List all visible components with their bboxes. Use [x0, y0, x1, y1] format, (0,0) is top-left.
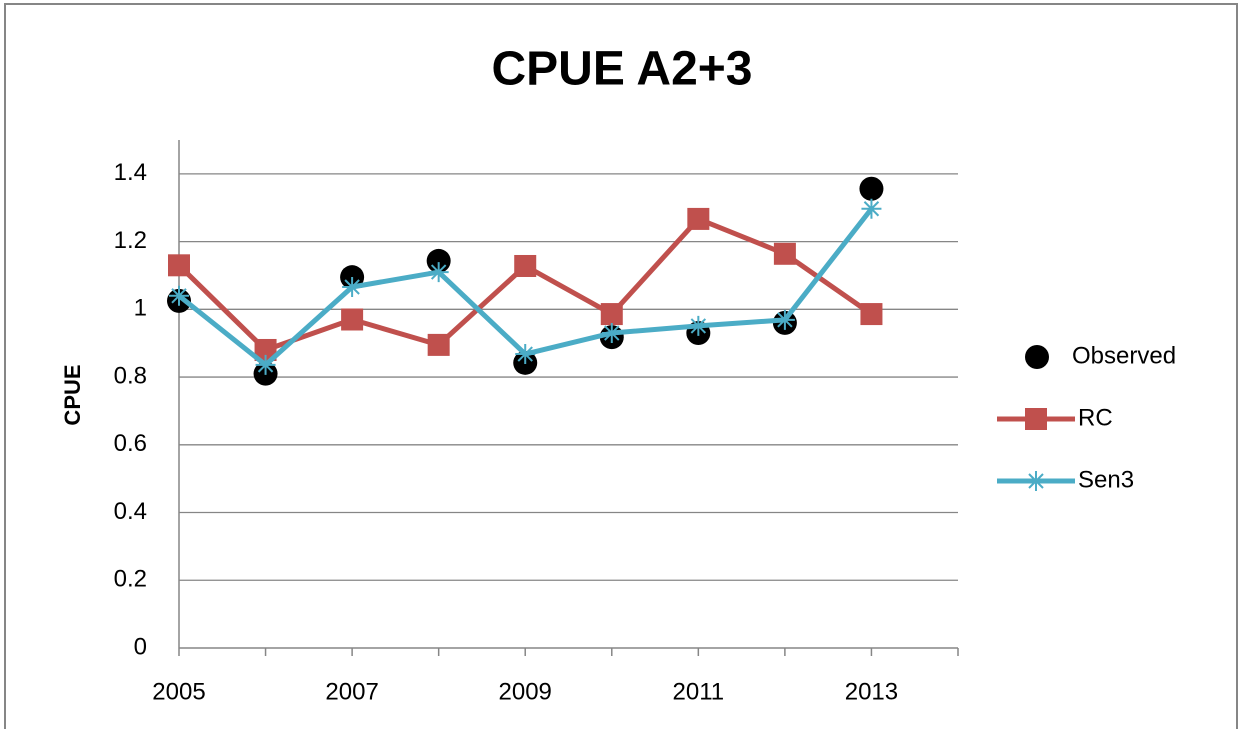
y-tick-label: 1.2 [114, 227, 147, 254]
y-tick-label: 0.4 [114, 498, 147, 525]
legend-label: Sen3 [1078, 466, 1134, 493]
marker [342, 276, 363, 297]
x-tick-label: 2007 [325, 678, 378, 705]
y-tick-label: 0.2 [114, 566, 147, 593]
marker [427, 333, 450, 356]
marker [169, 285, 189, 306]
marker [600, 303, 623, 326]
marker [774, 309, 795, 330]
y-tick-label: 1.4 [114, 159, 147, 186]
chart-title: CPUE A2+3 [492, 43, 753, 96]
x-tick-label: 2013 [845, 678, 898, 705]
marker [428, 262, 449, 283]
legend-marker [1025, 408, 1047, 430]
marker [515, 344, 536, 365]
marker [687, 207, 710, 230]
y-tick-label: 0.6 [114, 430, 147, 457]
marker [773, 242, 796, 265]
marker [861, 198, 882, 219]
legend-marker [1025, 345, 1049, 369]
y-axis-label: CPUE [60, 364, 85, 425]
marker [860, 303, 883, 326]
marker [688, 315, 709, 336]
marker [514, 254, 537, 277]
legend-marker [1026, 471, 1046, 491]
y-tick-label: 0 [134, 633, 147, 660]
marker [254, 338, 277, 361]
legend-label: Observed [1072, 342, 1176, 369]
marker [859, 176, 884, 201]
y-tick-label: 0.8 [114, 362, 147, 389]
x-tick-label: 2005 [152, 678, 205, 705]
marker [341, 308, 364, 331]
x-tick-label: 2009 [499, 678, 552, 705]
x-tick-label: 2011 [673, 678, 725, 705]
chart-border [4, 3, 1238, 729]
marker [601, 323, 622, 344]
legend-label: RC [1078, 404, 1113, 431]
marker [168, 254, 190, 277]
y-tick-label: 1 [134, 295, 147, 322]
marker [255, 354, 276, 375]
